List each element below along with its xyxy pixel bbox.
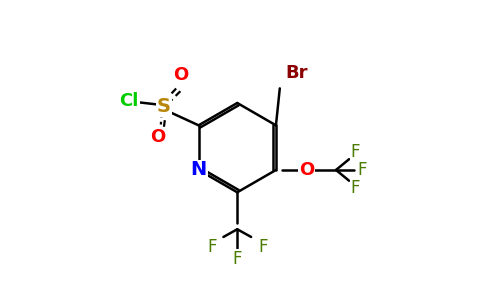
Text: F: F [350, 179, 360, 197]
Text: O: O [299, 161, 315, 179]
Text: F: F [258, 238, 268, 256]
Text: F: F [358, 161, 367, 179]
Text: F: F [207, 238, 217, 256]
Text: O: O [150, 128, 166, 146]
Text: Cl: Cl [120, 92, 139, 110]
Text: F: F [232, 250, 242, 268]
Text: F: F [350, 143, 360, 161]
Text: S: S [157, 97, 171, 116]
Text: O: O [173, 66, 188, 84]
Text: Br: Br [286, 64, 308, 82]
Text: N: N [191, 160, 207, 179]
